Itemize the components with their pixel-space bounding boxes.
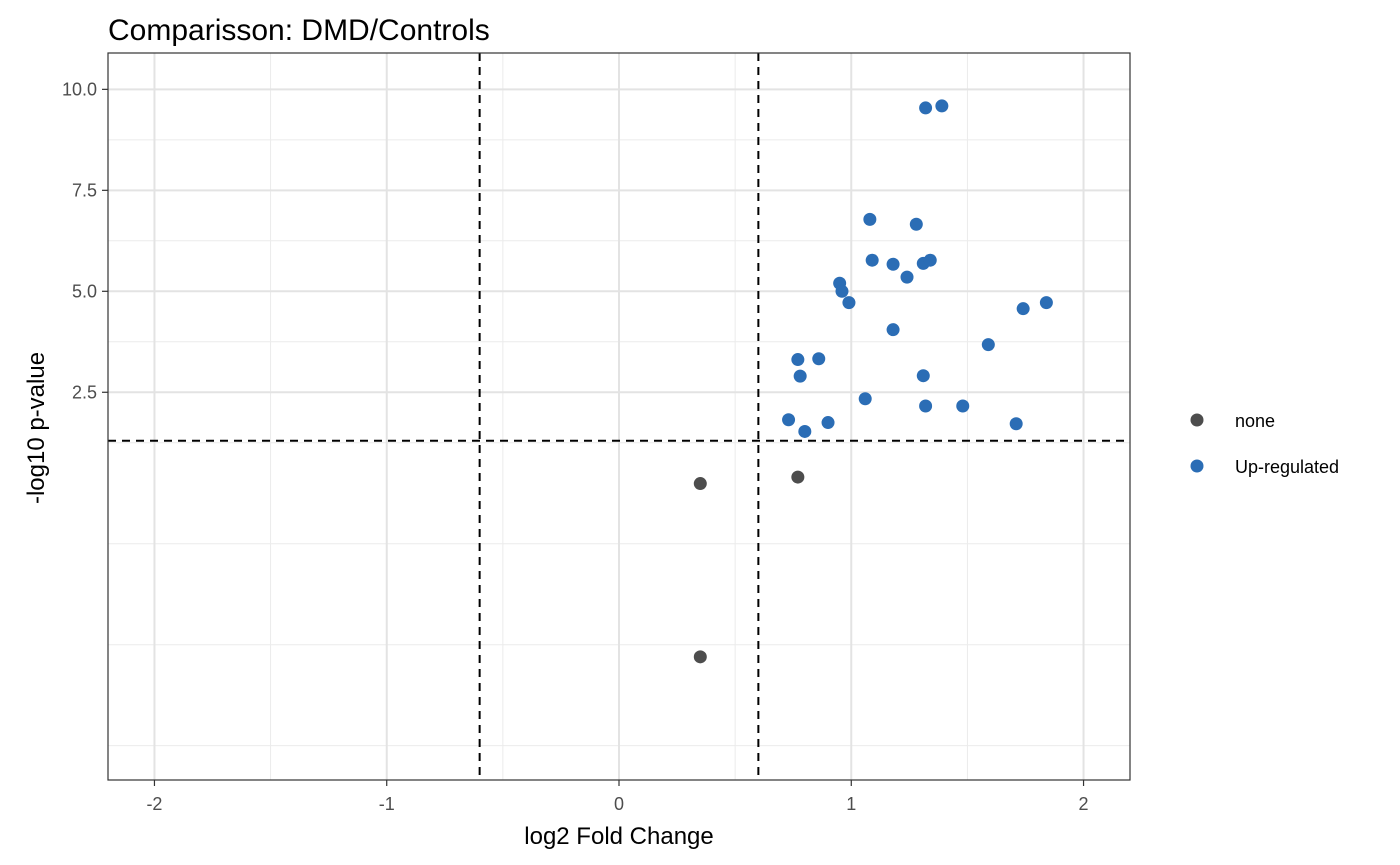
legend: none Up-regulated [1190,411,1339,477]
data-point [693,477,707,491]
data-point [919,101,933,115]
y-axis-title: -log10 p-value [23,352,50,504]
data-point [886,323,900,337]
data-point [821,416,835,430]
data-points [693,99,1053,664]
data-point [798,424,812,438]
data-point [935,99,949,113]
legend-label: Up-regulated [1235,457,1339,477]
data-point [919,399,933,413]
legend-key [1190,413,1204,427]
legend-key [1190,459,1204,473]
data-point [842,296,856,310]
data-point [909,217,923,231]
x-tick-label: 0 [614,794,624,814]
data-point [916,369,930,383]
x-tick-label: -1 [379,794,395,814]
data-point [793,369,807,383]
y-tick-label: 5.0 [72,281,97,301]
data-point [835,284,849,298]
y-tick-label: 10.0 [62,79,97,99]
threshold-lines [108,53,1130,780]
data-point [791,470,805,484]
data-point [693,650,707,664]
data-point [782,413,796,427]
data-point [858,392,872,406]
chart-title: Comparisson: DMD/Controls [108,14,490,47]
y-tick-label: 7.5 [72,180,97,200]
data-point [981,338,995,352]
legend-label: none [1235,411,1275,431]
axes: -2 -1 0 1 2 2.5 5.0 7.5 10.0 [62,79,1089,814]
data-point [900,270,914,284]
data-point [956,399,970,413]
data-point [886,257,900,271]
grid-layer [108,53,1130,780]
x-axis-title: log2 Fold Change [524,823,713,850]
x-tick-label: 2 [1079,794,1089,814]
x-tick-label: -2 [146,794,162,814]
data-point [923,253,937,267]
data-point [865,253,879,267]
x-tick-label: 1 [846,794,856,814]
data-point [1009,417,1023,431]
data-point [812,352,826,366]
y-tick-label: 2.5 [72,382,97,402]
data-point [1016,302,1030,316]
data-point [791,353,805,367]
data-point [863,212,877,226]
data-point [1039,296,1053,310]
